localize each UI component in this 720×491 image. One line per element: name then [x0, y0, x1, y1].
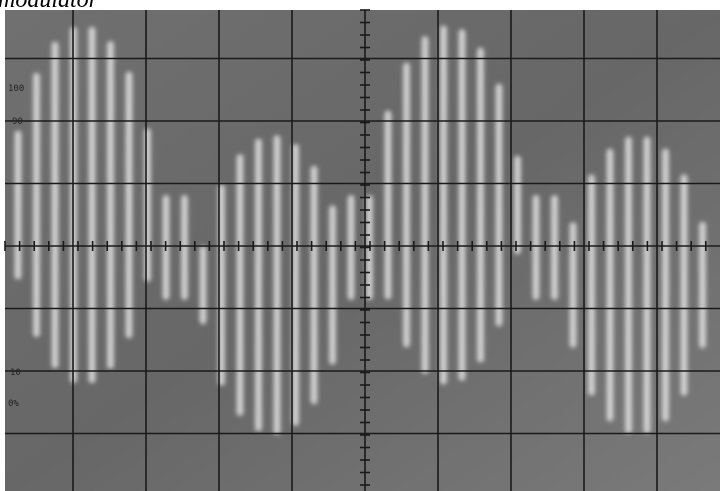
trace-stripe — [662, 149, 669, 422]
trace-stripe — [459, 29, 466, 381]
trace-stripe — [15, 131, 22, 280]
trace-stripe — [496, 83, 503, 326]
graticule-label: 10 — [10, 368, 21, 378]
trace-stripe — [440, 25, 447, 384]
trace-stripe — [52, 42, 59, 369]
trace-stripe — [699, 222, 706, 348]
trace-stripe — [274, 135, 281, 434]
trace-stripe — [625, 137, 632, 434]
trace-stripe — [200, 246, 207, 325]
trace-stripe — [89, 27, 96, 384]
trace-stripe — [237, 154, 244, 416]
trace-stripe — [33, 73, 40, 338]
trace-stripe — [144, 128, 151, 282]
graticule-label: 100 — [8, 84, 24, 94]
trace-stripe — [311, 166, 318, 405]
trace-stripe — [588, 174, 595, 395]
page: modulator 100 90 10 0% — [0, 0, 720, 491]
trace-stripe — [533, 195, 540, 300]
trace-stripe — [107, 41, 114, 369]
trace-stripe — [329, 205, 336, 364]
trace-stripe — [477, 48, 484, 363]
trace-stripe — [255, 139, 262, 432]
trace-stripe — [570, 222, 577, 348]
trace-stripe — [681, 174, 688, 396]
trace-stripe — [403, 62, 410, 347]
trace-stripe — [181, 195, 188, 300]
trace-stripe — [348, 195, 355, 300]
trace-stripe — [551, 195, 558, 300]
trace-stripe — [422, 36, 429, 374]
trace-stripe — [292, 144, 299, 426]
trace-stripe — [607, 149, 614, 422]
trace-stripe — [126, 72, 133, 339]
trace-stripe — [385, 110, 392, 299]
graticule-label: 90 — [12, 117, 23, 127]
trace-stripe — [514, 156, 521, 255]
trace-stripe — [644, 136, 651, 433]
graticule-label: 0% — [8, 399, 19, 409]
scope-screen: 100 90 10 0% — [0, 0, 720, 491]
